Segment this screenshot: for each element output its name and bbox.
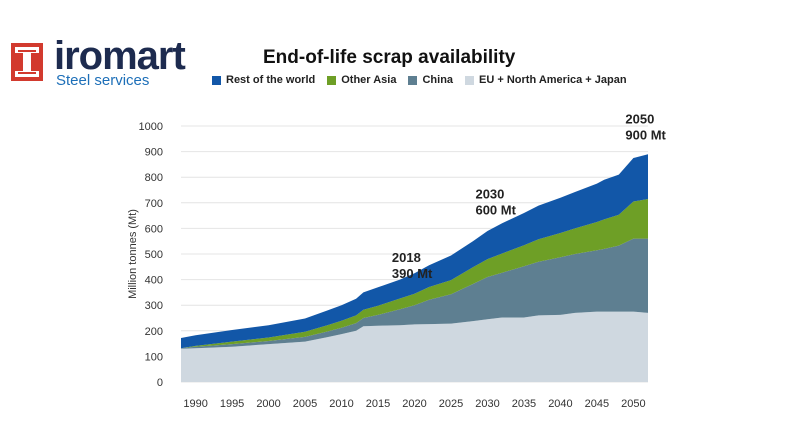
legend-label: Other Asia — [341, 74, 397, 86]
legend-label: Rest of the world — [226, 74, 316, 86]
y-tick-label: 300 — [145, 300, 163, 312]
x-tick-label: 2030 — [475, 398, 499, 410]
y-tick-label: 0 — [157, 377, 163, 389]
logo-subtitle: Steel services — [56, 72, 150, 89]
y-tick-label: 100 — [145, 351, 163, 363]
legend-item-rest-of-world: Rest of the world — [212, 74, 315, 86]
y-tick-label: 500 — [145, 249, 163, 261]
x-tick-label: 2010 — [329, 398, 353, 410]
area-china — [181, 238, 648, 349]
annotation-year: 2030 — [475, 186, 504, 201]
y-tick-label: 700 — [145, 198, 163, 210]
legend-item-other-asia: Other Asia — [327, 74, 396, 86]
y-tick-label: 400 — [145, 275, 163, 287]
area-eu-north-america-japan — [181, 311, 648, 382]
x-tick-label: 2035 — [512, 398, 536, 410]
logo-wordmark: iromart — [54, 34, 186, 78]
legend-label: China — [422, 74, 454, 86]
legend-swatch — [212, 75, 221, 85]
y-axis-label: Million tonnes (Mt) — [127, 209, 139, 299]
x-tick-label: 2025 — [439, 398, 463, 410]
x-tick-label: 2000 — [256, 398, 280, 410]
legend-swatch — [408, 75, 418, 85]
y-tick-label: 900 — [145, 147, 163, 159]
annotation-value: 390 Mt — [392, 266, 433, 281]
x-tick-label: 1990 — [183, 398, 207, 410]
x-tick-label: 2050 — [621, 398, 645, 410]
x-tick-label: 2015 — [366, 398, 390, 410]
x-tick-label: 2005 — [293, 398, 317, 410]
legend-label: EU + North America + Japan — [479, 74, 627, 86]
annotation-value: 900 Mt — [625, 128, 666, 143]
x-tick-label: 2040 — [548, 398, 572, 410]
y-tick-label: 200 — [145, 326, 163, 338]
y-tick-label: 800 — [145, 172, 163, 184]
x-tick-label: 2020 — [402, 398, 426, 410]
chart-title: End-of-life scrap availability — [263, 47, 516, 68]
annotation-value: 600 Mt — [475, 202, 516, 217]
chart-legend: Rest of the world Other Asia China EU + … — [212, 74, 627, 86]
area-layer — [181, 154, 648, 382]
legend-item-china: China — [408, 74, 453, 86]
annotation-year: 2018 — [392, 250, 421, 265]
y-tick-label: 600 — [145, 223, 163, 235]
company-logo: iromart Steel services — [10, 34, 186, 96]
annotation-year: 2050 — [625, 112, 654, 127]
legend-item-eu-na-japan: EU + North America + Japan — [465, 74, 627, 86]
legend-swatch — [327, 75, 337, 85]
axis-layer: 0 100 200 300 400 500 600 700 800 900 1000 1990 1995… — [139, 121, 646, 410]
logo-mark-icon — [11, 43, 43, 81]
x-tick-label: 1995 — [220, 398, 244, 410]
legend-swatch — [465, 75, 475, 85]
x-tick-label: 2045 — [585, 398, 609, 410]
y-tick-label: 1000 — [139, 121, 163, 133]
